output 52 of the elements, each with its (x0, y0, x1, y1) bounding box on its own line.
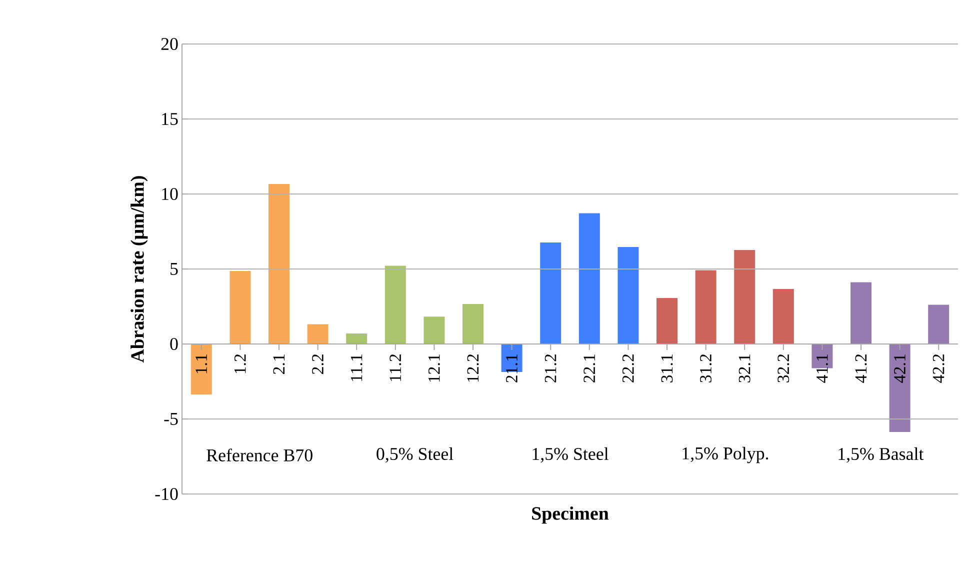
annotation: 1,5% Steel (532, 447, 608, 463)
annotation: 1,5% Basalt (838, 447, 924, 463)
bar (772, 288, 795, 344)
bar (268, 182, 291, 344)
bar (228, 270, 252, 344)
x-tick-label: 22.1 (584, 354, 596, 382)
y-tick-label: -5 (164, 413, 178, 425)
annotation: 0,5% Steel (376, 447, 454, 463)
x-tick-label: 31.2 (700, 354, 712, 382)
y-tick-label: 15 (162, 112, 178, 125)
x-tick-label: 1.1 (196, 354, 208, 374)
bar (656, 296, 679, 344)
bar (384, 264, 407, 344)
x-axis-title: Specimen (532, 506, 609, 524)
x-tick-label: 41.1 (816, 354, 828, 383)
bar (345, 332, 368, 344)
y-tick-label: -10 (155, 488, 178, 500)
annotation: Reference B70 (206, 448, 312, 462)
bar (694, 269, 718, 344)
bar (539, 241, 562, 344)
bar (306, 323, 330, 344)
x-tick-label: 41.2 (855, 354, 867, 383)
y-tick-label: 5 (170, 263, 178, 275)
x-tick-label: 1.2 (234, 354, 246, 374)
x-tick-label: 2.1 (273, 354, 285, 374)
x-tick-label: 42.1 (894, 354, 906, 383)
x-tick-label: 32.1 (738, 354, 750, 382)
bar (190, 344, 213, 396)
x-tick-label: 12.1 (428, 354, 440, 382)
bar (888, 344, 912, 433)
bar (462, 302, 485, 344)
bar (422, 316, 446, 344)
bar (927, 304, 950, 344)
x-tick-label: 32.2 (778, 354, 790, 382)
bar (616, 246, 640, 344)
y-tick-label: 10 (162, 188, 178, 200)
y-tick-label: 20 (161, 38, 178, 50)
x-tick-label: 31.1 (661, 354, 673, 382)
y-tick-label: 0 (170, 338, 178, 350)
bar (733, 248, 756, 344)
x-tick-label: 21.2 (544, 354, 556, 382)
x-tick-label: 2.2 (312, 354, 324, 374)
x-tick-label: 11.1 (350, 354, 362, 382)
x-tick-label: 11.2 (390, 354, 402, 382)
x-tick-label: 12.2 (467, 354, 479, 382)
bar (850, 281, 873, 344)
x-tick-label: 42.2 (932, 354, 944, 383)
bar (578, 212, 601, 344)
x-tick-label: 21.1 (506, 354, 518, 382)
y-axis-title: Abrasion rate (µm/km) (130, 176, 148, 363)
annotation: 1,5% Polyp. (682, 446, 768, 464)
x-tick-label: 22.2 (622, 354, 634, 382)
